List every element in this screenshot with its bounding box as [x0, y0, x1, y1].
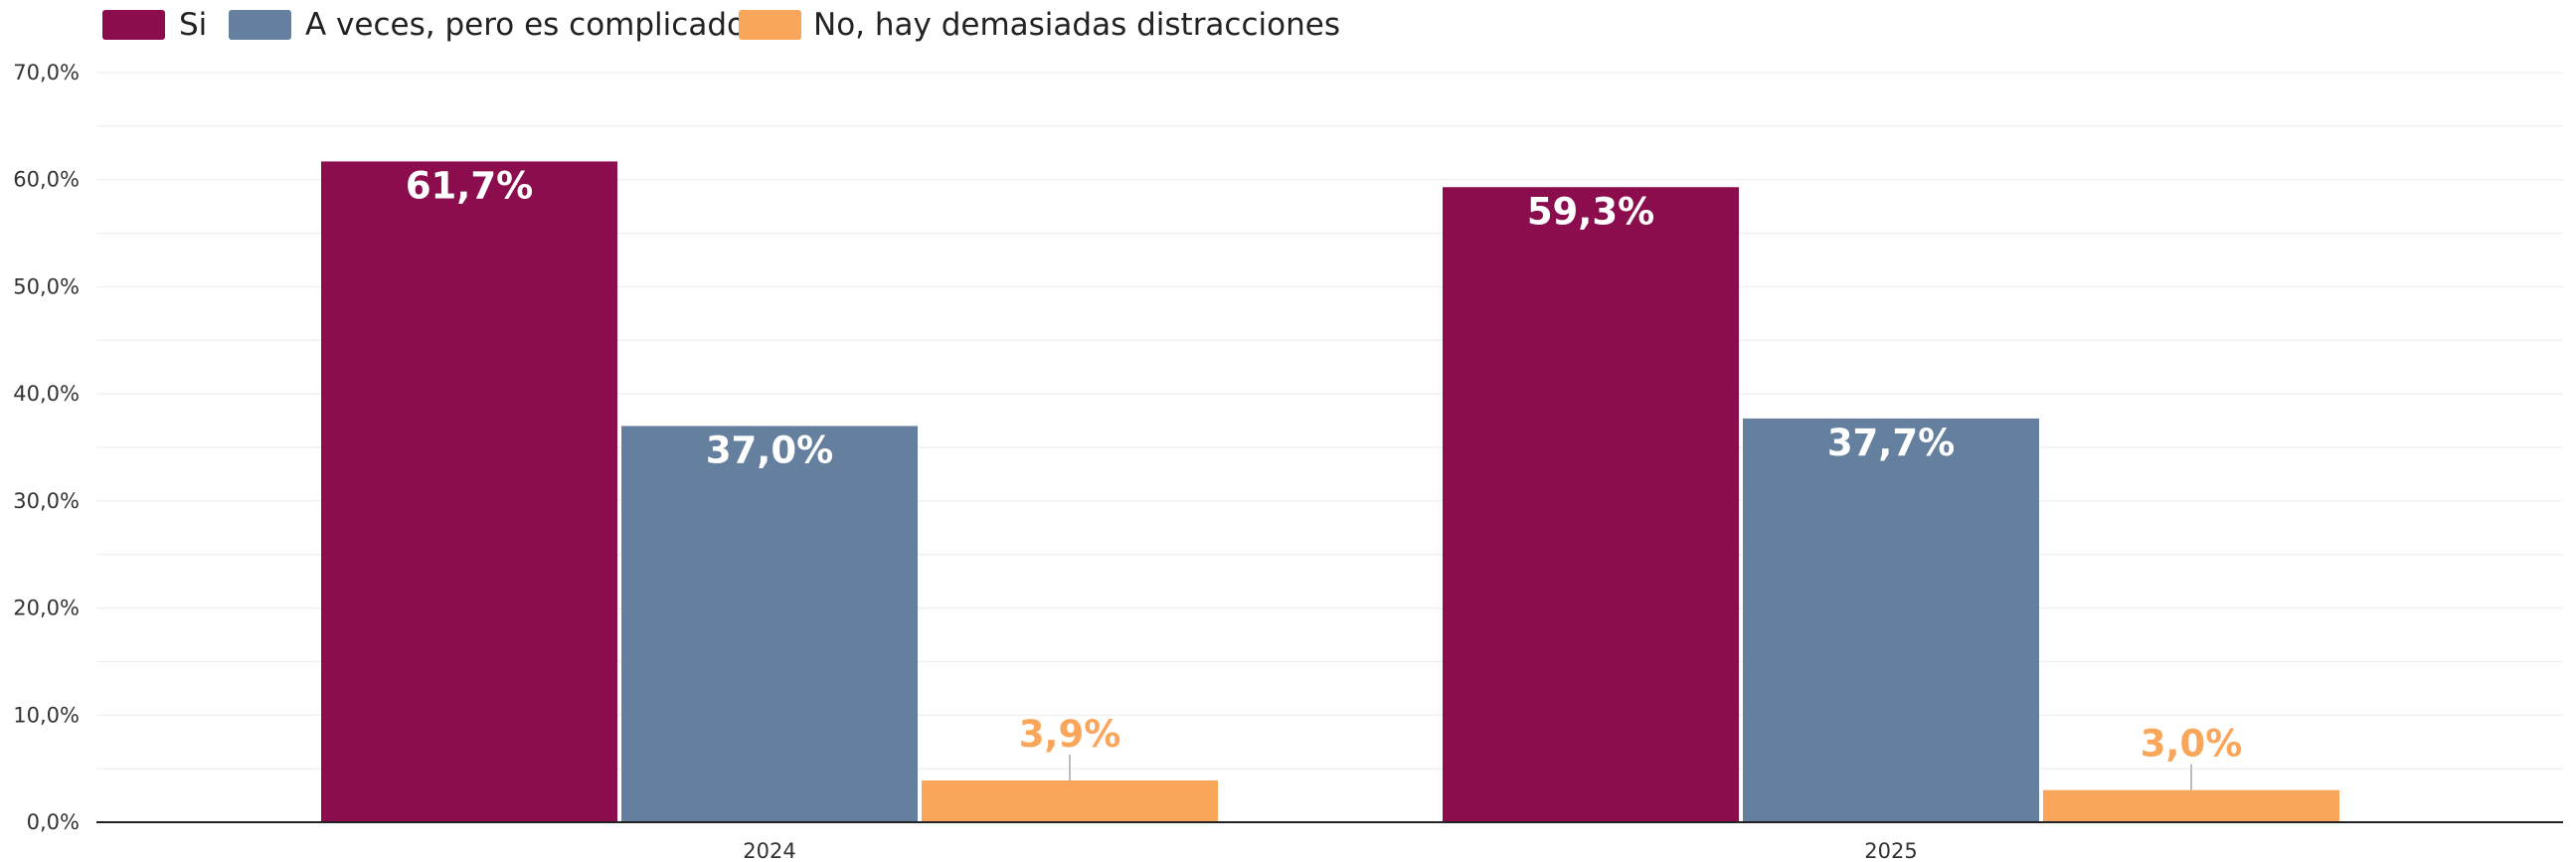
- bar-2024-series-1: [321, 161, 617, 823]
- data-label-2024-series-2: 37,0%: [706, 429, 833, 471]
- data-label-2024-series-1: 61,7%: [406, 164, 533, 207]
- y-tick-label: 40,0%: [13, 382, 80, 406]
- legend-swatch-1: [102, 10, 165, 40]
- y-tick-label: 60,0%: [13, 168, 80, 192]
- bar-2024-series-3: [922, 779, 1218, 822]
- x-axis: 2024 2025: [96, 821, 2563, 862]
- y-axis: 0,0% 10,0% 20,0% 30,0% 40,0% 50,0% 60,0% 70,0%: [13, 61, 80, 834]
- bar-2025-series-2: [1743, 418, 2039, 822]
- data-label-2024-series-3: 3,9%: [1019, 713, 1121, 756]
- data-label-2025-series-3: 3,0%: [2141, 723, 2243, 766]
- y-tick-label: 20,0%: [13, 597, 80, 620]
- data-label-2025-series-1: 59,3%: [1527, 190, 1654, 233]
- bar-2024-series-2: [621, 426, 918, 822]
- y-tick-label: 30,0%: [13, 489, 80, 513]
- data-labels: 61,7% 37,0% 3,9% 59,3% 37,7% 3,0%: [406, 164, 2243, 790]
- y-tick-label: 70,0%: [13, 61, 80, 85]
- chart-bars: [321, 161, 2339, 823]
- data-label-2025-series-2: 37,7%: [1827, 422, 1955, 464]
- legend-swatch-3: [739, 10, 801, 40]
- legend-swatch-2: [229, 10, 291, 40]
- legend-label-1: Si: [179, 7, 207, 43]
- bar-2025-series-1: [1443, 187, 1739, 823]
- y-tick-label: 10,0%: [13, 703, 80, 727]
- y-tick-label: 50,0%: [13, 274, 80, 298]
- legend-label-2: A veces, pero es complicado: [305, 7, 746, 43]
- chart-legend: Si A veces, pero es complicado No, hay dem…: [102, 7, 1340, 43]
- x-tick-label-2024: 2024: [743, 839, 795, 862]
- legend-label-3: No, hay demasiadas distracciones: [813, 7, 1340, 43]
- bar-2025-series-3: [2043, 789, 2339, 822]
- x-tick-label-2025: 2025: [1864, 839, 1917, 862]
- y-tick-label: 0,0%: [27, 810, 80, 834]
